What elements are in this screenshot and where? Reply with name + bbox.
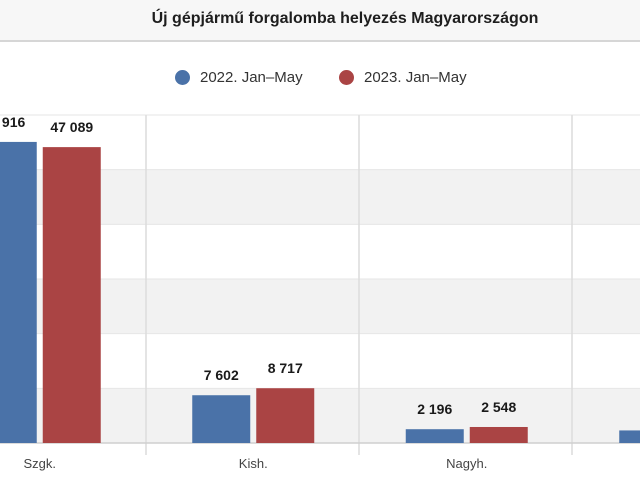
data-label-series-1-1: 7 916: [0, 114, 25, 130]
legend-label-series-1: 2022. Jan–May: [200, 69, 303, 86]
bar-series-1-4[interactable]: [619, 430, 640, 443]
legend-swatch-series-1: [175, 70, 190, 85]
grid-band: [0, 388, 640, 443]
data-label-series-1-2: 7 602: [204, 367, 239, 383]
legend-swatch-series-2: [339, 70, 354, 85]
data-label-series-1-3: 2 196: [417, 401, 452, 417]
bar-series-1-2[interactable]: [192, 395, 251, 443]
data-label-series-2-1: 47 089: [50, 119, 93, 135]
x-tick-label-2: Kish.: [239, 456, 268, 471]
data-label-series-2-2: 8 717: [268, 360, 303, 376]
data-label-series-2-3: 2 548: [481, 399, 516, 415]
grid-band: [0, 279, 640, 334]
x-tick-label-3: Nagyh.: [446, 456, 487, 471]
chart-title-bar: Új gépjármű forgalomba helyezés Magyaror…: [0, 0, 640, 42]
bar-series-2-1[interactable]: [42, 147, 101, 443]
x-tick-label-1: Szgk.: [23, 456, 56, 471]
grid-band: [0, 169, 640, 225]
legend-label-series-2: 2023. Jan–May: [364, 69, 467, 86]
chart-title: Új gépjármű forgalomba helyezés Magyaror…: [151, 10, 539, 27]
chart-legend: 2022. Jan–May 2023. Jan–May: [0, 68, 640, 88]
bar-series-2-2[interactable]: [256, 388, 315, 443]
bar-series-2-3[interactable]: [469, 426, 528, 443]
bar-series-1-3[interactable]: [405, 429, 464, 443]
bar-series-1-1[interactable]: [0, 141, 37, 443]
